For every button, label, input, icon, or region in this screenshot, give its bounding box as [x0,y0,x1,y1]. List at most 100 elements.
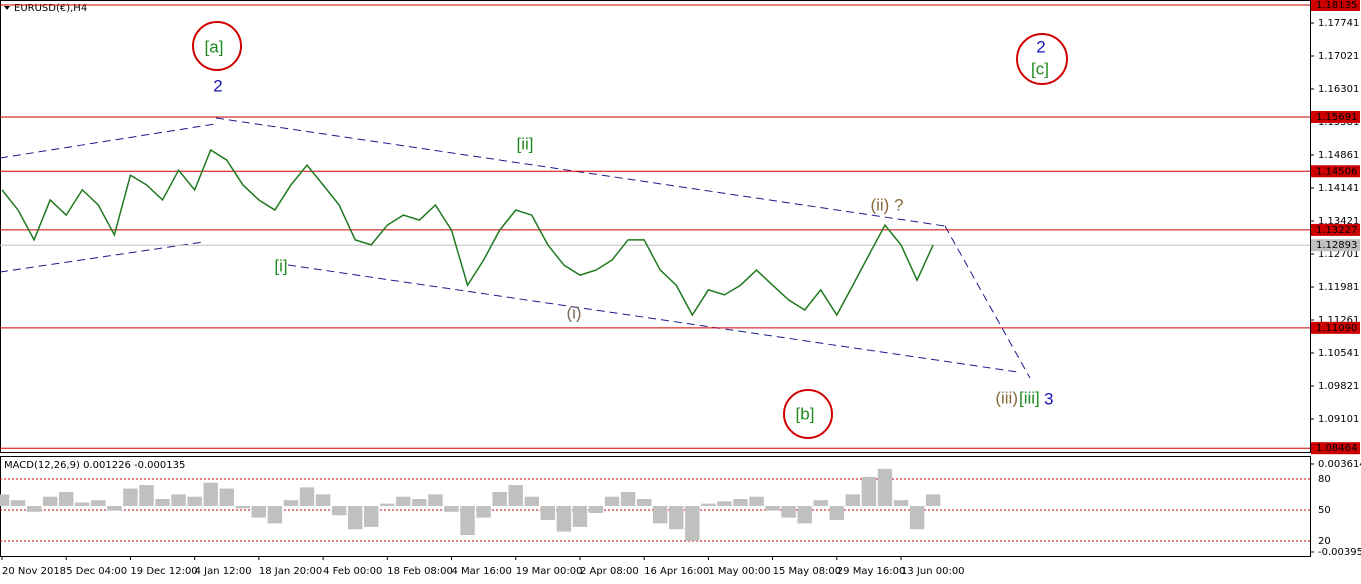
macd-bar [845,494,861,506]
macd-bar [749,496,764,506]
macd-bar [331,506,347,516]
symbol: EURUSD(€),H4 [14,3,87,14]
macd-bar [829,506,845,520]
trendline [287,264,1019,373]
y-tick-label: 1.16301 [1318,84,1359,95]
y-tick-label: 1.10541 [1318,348,1359,359]
trendline [215,117,946,227]
macd-bar [765,506,780,511]
x-tick-label: 29 May 16:00 [837,566,906,577]
macd-bar [604,496,620,506]
x-tick-label: 20 Nov 2018 [2,566,66,577]
macd-bar [107,506,122,511]
level-label: 1.12893 [1316,240,1357,251]
macd-bar [315,494,331,506]
macd-bar [492,492,507,506]
price-panel [0,0,1311,453]
level-label-box [1311,223,1360,236]
price-line [1,148,934,317]
macd-bar [733,499,748,506]
macd-bar [267,506,283,524]
menu-arrow [4,6,10,10]
macd-bar [235,506,251,509]
level-label: 1.18135 [1316,0,1357,11]
macd-bar [412,499,427,506]
wave-label: (iii) [995,388,1018,407]
wave-label: [c] [1031,59,1049,78]
macd-bar [347,506,363,530]
y-tick-label: 1.11261 [1318,315,1359,326]
x-tick-label: 4 Jan 12:00 [195,566,252,577]
wave-label: 2 [1036,37,1045,56]
macd-bar [781,506,796,518]
macd-bar [203,482,218,506]
macd-bar [636,499,652,506]
macd-bar [620,492,636,506]
macd-bar [444,506,459,512]
macd-bar [524,496,540,506]
level-label: 1.15691 [1316,112,1357,123]
level-label-box [1311,110,1360,123]
macd-bar [283,500,299,506]
macd-bar [893,500,909,506]
x-tick-label: 5 Dec 04:00 [66,566,127,577]
circle [1016,33,1068,85]
x-tick-label: 13 Jun 00:00 [901,566,965,577]
y-tick-label: 1.09821 [1318,381,1359,392]
macd-bar [75,502,90,506]
y-tick-label: 1.14861 [1318,150,1359,161]
trendline [0,241,204,273]
macd-bar [909,506,925,530]
macd-bar [26,506,42,512]
macd-y-tick-label: -0.003953 [1318,547,1361,558]
macd-bar [652,506,668,524]
y2-tick-label: 50 [1318,505,1331,516]
x-tick-label: 4 Feb 00:00 [323,566,382,577]
macd-bar [299,487,315,506]
y-tick-label: 1.09101 [1318,414,1359,425]
x-tick-label: 18 Jan 20:00 [259,566,322,577]
y-tick-label: 1.17021 [1318,51,1359,62]
wave-label: [a] [205,37,224,56]
macd-bar [669,506,684,530]
macd-bar [219,488,234,506]
macd-bar [460,506,475,536]
x-tick-label: 1 May 00:00 [708,566,770,577]
y2-tick-label: 80 [1318,474,1331,485]
circle [192,21,242,71]
wave-label: [b] [796,404,815,423]
macd-bar [861,476,877,506]
wave-label: [iii] [1019,388,1040,407]
macd-bar [171,494,186,506]
macd-bar [155,499,170,506]
wave-label: 3 [1044,389,1053,408]
y-tick-label: 1.14141 [1318,183,1359,194]
macd-bar [396,496,411,506]
trendline [944,225,1031,379]
macd-bar [476,506,491,518]
level-label-box [1311,321,1360,334]
macd-bar [588,506,604,513]
macd-bar [91,500,106,506]
x-tick-label: 15 May 08:00 [773,566,842,577]
macd-bar [139,485,154,506]
macd-bar [364,506,379,527]
wave-label: [i] [274,256,287,275]
wave-label: (i) [566,303,581,322]
trendline [0,123,216,159]
macd-bar [508,485,523,506]
macd-bar [187,496,202,506]
macd-bar [123,488,138,506]
x-tick-label: 19 Mar 00:00 [516,566,583,577]
macd-bar [428,494,443,506]
level-label: 1.13227 [1316,225,1357,236]
level-label: 1.08464 [1316,443,1357,454]
level-label: 1.11090 [1316,323,1357,334]
macd-bar [42,496,58,506]
macd-bar [877,468,893,506]
circle [783,389,833,439]
macd-bar [556,506,572,532]
macd-bar [58,492,74,506]
macd-bar [0,494,10,506]
macd-bar [813,500,828,506]
